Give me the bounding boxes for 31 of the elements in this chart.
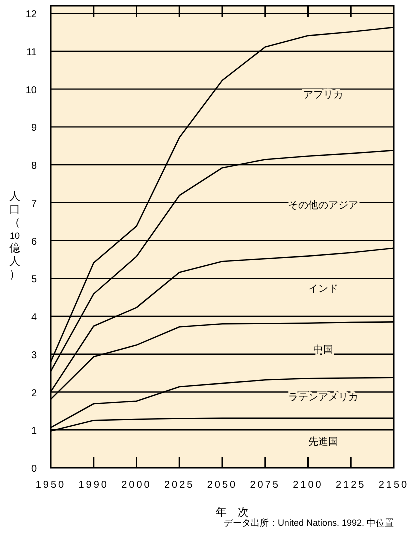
x-tick-label: 2150: [378, 480, 410, 491]
x-tick-label: 2100: [293, 480, 324, 491]
x-tick-label: 2025: [164, 480, 195, 491]
x-tick-label: 2125: [336, 480, 366, 491]
annotation: インド: [308, 284, 338, 295]
x-tick-label: 1950: [36, 480, 66, 491]
y-axis-title: 人口（10億人）: [10, 191, 20, 281]
y-tick-label: 9: [31, 123, 38, 134]
y-tick-label: 12: [26, 10, 38, 21]
annotation: その他のアジア: [288, 199, 358, 212]
y-tick-label: 11: [26, 47, 38, 58]
x-tick-label: 2000: [122, 480, 152, 491]
y-tick-label: 1: [31, 426, 38, 438]
x-tick-label: 2075: [250, 480, 280, 491]
annotation: アフリカ: [303, 90, 344, 102]
y-tick-label: 2: [31, 388, 38, 400]
y-tick-label: 4: [31, 312, 38, 324]
y-tick-label: 3: [31, 350, 38, 362]
text: データ出所：United Nations. 1992. 中位置: [224, 518, 394, 528]
x-tick-label: 1990: [78, 480, 109, 491]
x-axis-title: 年 次: [216, 507, 249, 519]
y-tick-label: 0: [31, 464, 38, 475]
y-tick-label: 8: [31, 161, 38, 172]
annotation: 先進国: [308, 436, 338, 448]
annotation: 中国: [313, 344, 334, 356]
y-tick-label: 6: [31, 236, 38, 248]
x-tick-label: 2050: [207, 480, 238, 491]
annotation: ラテンアメリカ: [288, 392, 358, 404]
y-tick-label: 7: [31, 198, 38, 210]
y-tick-label: 10: [26, 85, 38, 96]
y-tick-label: 5: [31, 274, 38, 286]
